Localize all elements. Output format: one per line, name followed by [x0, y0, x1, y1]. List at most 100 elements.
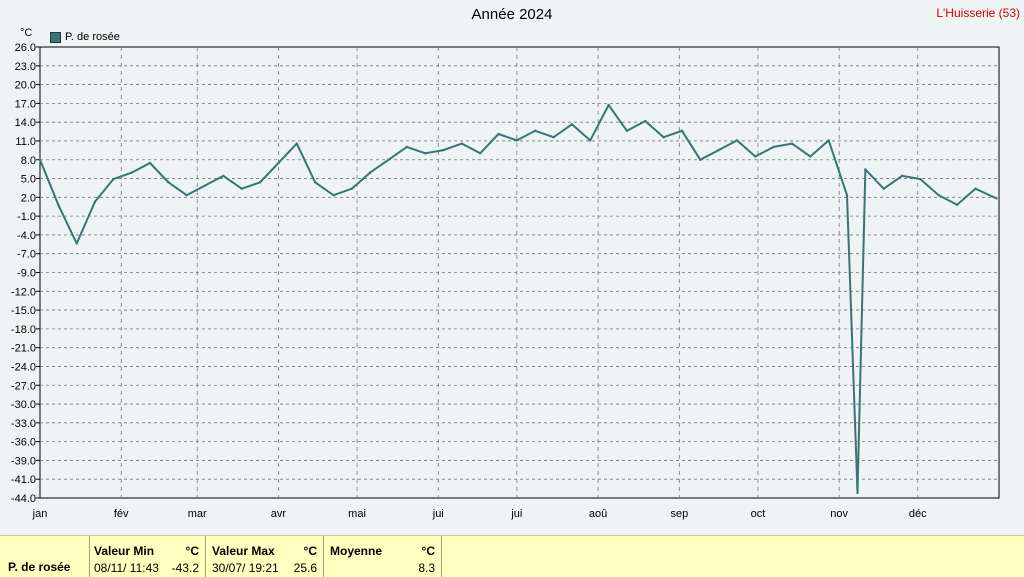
series-point: [75, 242, 78, 245]
stats-mean-cell: Moyenne °C 8.3: [324, 536, 442, 577]
series-point: [864, 168, 867, 171]
series-point: [57, 203, 60, 207]
min-unit: °C: [185, 544, 199, 558]
mean-value: 8.3: [418, 561, 435, 575]
series-point: [130, 171, 133, 174]
series-point: [790, 142, 794, 145]
y-tick-label: 17.0: [15, 98, 36, 110]
series-point: [313, 181, 317, 184]
chart-canvas: 26.0 23.0 20.0 17.0 14.0 11.0 8.0 5.0 2.0 -1.0 -4.…: [11, 42, 1000, 520]
stats-series-cell: P. de rosée: [0, 536, 90, 577]
legend-label: P. de rosée: [65, 31, 120, 43]
stats-series-label: P. de rosée: [8, 560, 71, 574]
series-point: [368, 171, 372, 174]
y-tick-label: 5.0: [21, 174, 36, 186]
series-point: [387, 158, 390, 161]
stats-bar: P. de rosée Valeur Min °C 08/11/ 11:43 -…: [0, 535, 1024, 577]
x-tick-label: fév: [114, 508, 129, 520]
legend-swatch: [50, 31, 61, 43]
series-point: [148, 161, 152, 165]
series-point: [112, 177, 115, 181]
series-point: [185, 193, 188, 197]
series-point: [974, 187, 977, 190]
series-point: [350, 187, 354, 190]
y-tick-label: 2.0: [21, 192, 36, 204]
station-label: L'Huisserie (53): [936, 6, 1020, 20]
series-point: [478, 152, 482, 155]
series-point: [882, 187, 885, 190]
series-point: [552, 136, 555, 139]
series-point: [856, 491, 859, 495]
y-tick-label: -24.0: [11, 361, 36, 373]
y-tick-label: -1.0: [17, 211, 36, 223]
y-tick-label: -12.0: [11, 286, 36, 298]
stats-max-cell: Valeur Max °C 30/07/ 19:21 25.6: [206, 536, 324, 577]
y-tick-label: -27.0: [11, 380, 36, 392]
series-point: [589, 139, 592, 142]
series-point: [442, 148, 445, 152]
y-tick-label: -41.0: [11, 474, 36, 486]
series-line: [39, 104, 997, 494]
series-point: [515, 139, 519, 142]
series-point: [644, 119, 647, 123]
y-tick-label: -39.0: [11, 455, 36, 467]
x-tick-label: oct: [751, 508, 766, 520]
max-header: Valeur Max: [212, 544, 275, 558]
series-lines: [38, 103, 998, 495]
x-tick-label: mai: [348, 508, 366, 520]
y-tick-label: -18.0: [11, 324, 36, 336]
max-date: 30/07/ 19:21: [212, 561, 279, 575]
series-point: [754, 155, 757, 158]
series-point: [534, 129, 537, 132]
y-tick-label: -21.0: [11, 343, 36, 355]
series-point: [497, 132, 500, 136]
legend: P. de rosée: [50, 31, 120, 43]
x-tick-label: jui: [432, 508, 444, 520]
mean-unit: °C: [421, 544, 435, 558]
series-point: [222, 174, 225, 178]
series-point: [203, 184, 207, 187]
min-date: 08/11/ 11:43: [94, 561, 159, 575]
series-point: [845, 193, 849, 197]
series-point: [717, 148, 720, 152]
y-tick-label: -44.0: [11, 493, 36, 505]
y-tick-label: 26.0: [15, 42, 36, 54]
series-point: [809, 155, 812, 158]
series-point: [900, 174, 904, 178]
series-point: [38, 158, 42, 161]
series-point: [295, 142, 298, 145]
x-tick-label: aoû: [589, 508, 607, 520]
series-point: [93, 200, 97, 203]
max-unit: °C: [303, 544, 317, 558]
series-point: [662, 136, 665, 139]
y-tick-label: -36.0: [11, 437, 36, 449]
series-point: [625, 129, 629, 132]
stats-min-cell: Valeur Min °C 08/11/ 11:43 -43.2: [89, 536, 206, 577]
min-value: -43.2: [171, 561, 199, 575]
grid-lines: [40, 47, 999, 498]
x-tick-label: jan: [32, 508, 48, 520]
y-tick-label: 20.0: [15, 80, 36, 92]
y-tick-labels: 26.0 23.0 20.0 17.0 14.0 11.0 8.0 5.0 2.0 -1.0 -4.…: [11, 42, 40, 505]
y-tick-label: -4.0: [17, 230, 36, 242]
y-tick-label: -33.0: [11, 418, 36, 430]
series-point: [919, 177, 922, 181]
series-point: [772, 145, 775, 149]
y-tick-label: -7.0: [17, 249, 36, 261]
x-tick-label: avr: [271, 508, 287, 520]
min-header: Valeur Min: [94, 544, 155, 558]
series-point: [607, 103, 610, 107]
max-value: 25.6: [293, 561, 317, 575]
x-tick-label: déc: [909, 508, 927, 520]
series-point: [680, 129, 684, 132]
x-tick-label: sep: [670, 508, 688, 520]
y-tick-label: 11.0: [15, 136, 36, 148]
series-point: [955, 203, 959, 207]
y-tick-label: -30.0: [11, 399, 36, 411]
series-point: [460, 142, 464, 145]
series-point: [699, 158, 702, 161]
series-point: [405, 145, 409, 149]
chart-title: Année 2024: [471, 6, 553, 23]
y-tick-label: 8.0: [21, 155, 36, 167]
series-point: [735, 139, 739, 142]
